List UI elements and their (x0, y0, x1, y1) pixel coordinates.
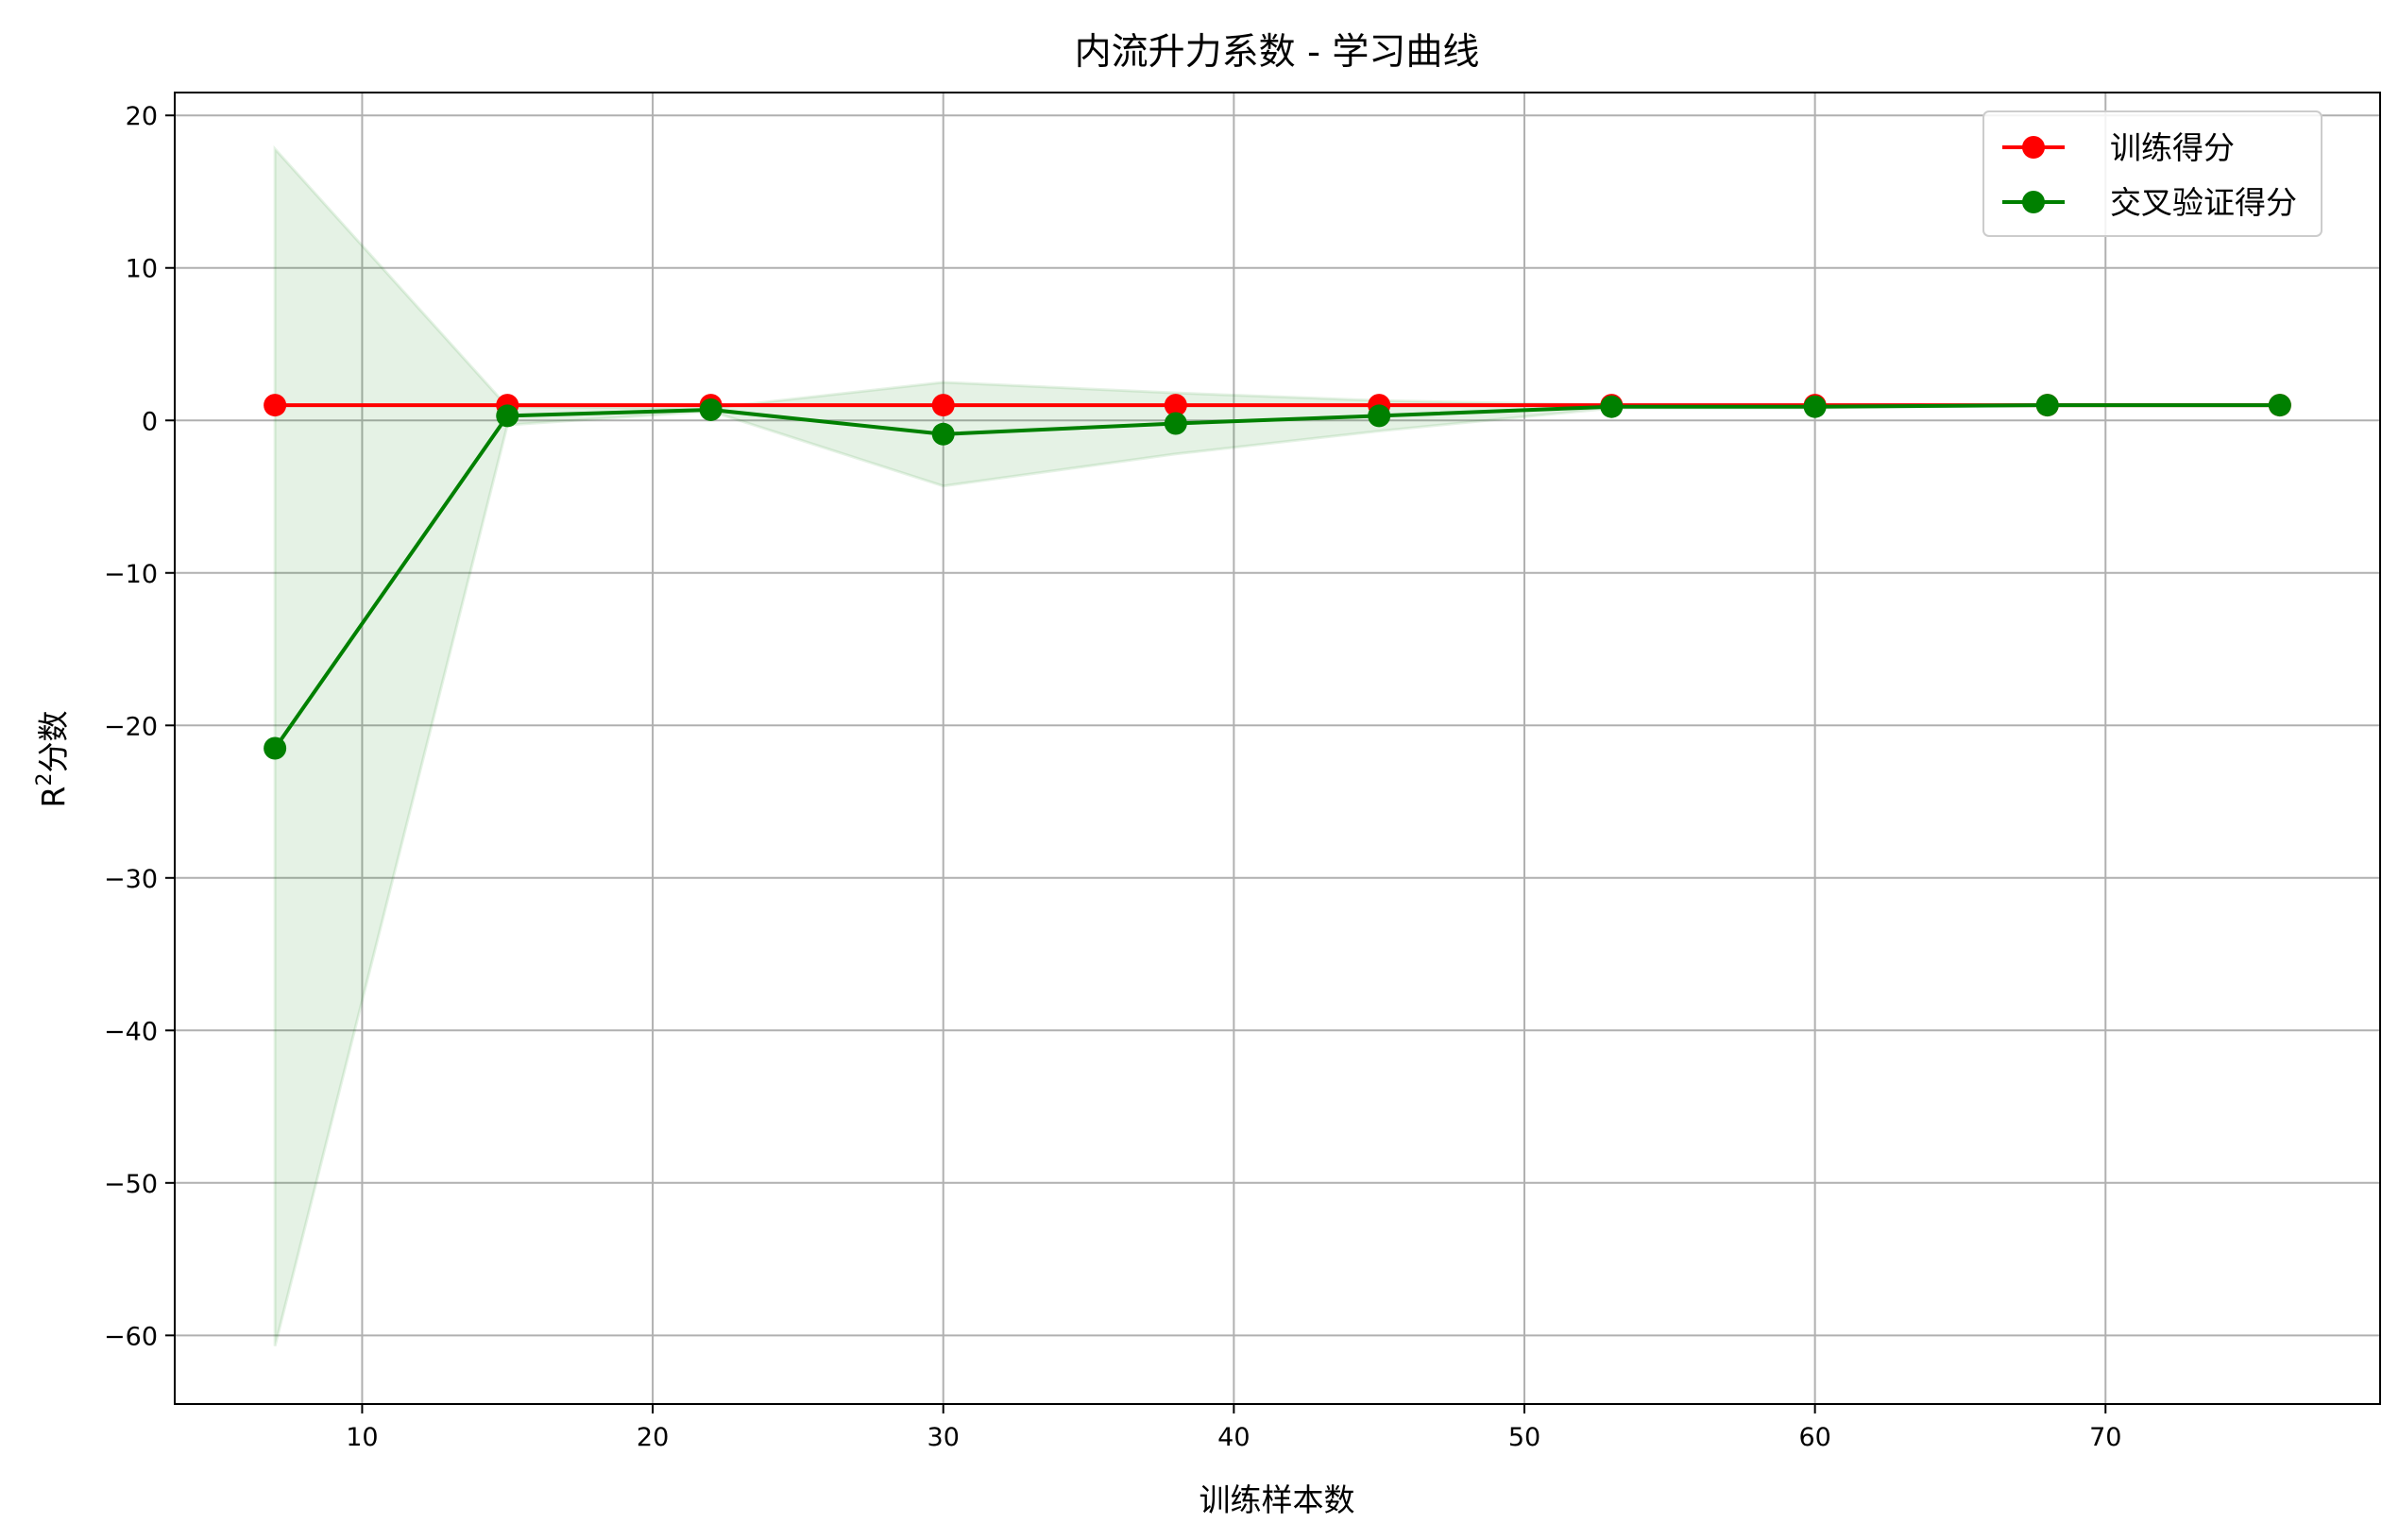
series-1-point (931, 422, 955, 446)
series-1-point (1803, 395, 1827, 418)
y-tick-label: −40 (104, 1017, 158, 1046)
series-0-point (264, 394, 287, 417)
y-axis-label-rest: 分数 (35, 711, 72, 773)
legend-train-label: 训练得分 (2110, 129, 2235, 166)
x-tick-label: 10 (346, 1423, 378, 1452)
series-1-point (2035, 394, 2059, 417)
series-1-point (2268, 394, 2291, 417)
y-tick-label: −20 (104, 712, 158, 741)
x-axis-label: 训练样本数 (1200, 1481, 1355, 1518)
y-tick-label: 10 (126, 255, 158, 284)
series-0-point (931, 394, 955, 417)
x-tick-label: 60 (1798, 1423, 1830, 1452)
y-axis-label-base: R (35, 787, 72, 808)
series-1-point (264, 736, 287, 760)
legend-cv-marker (2022, 191, 2045, 213)
y-tick-label: −60 (104, 1322, 158, 1351)
y-tick-label: 20 (126, 102, 158, 131)
data-series (264, 394, 2291, 760)
legend: 训练得分 交叉验证得分 (1982, 110, 2322, 237)
legend-cv-label: 交叉验证得分 (2110, 184, 2297, 221)
x-tick-label: 70 (2089, 1423, 2121, 1452)
series-1-point (1164, 412, 1187, 435)
series-1-std-band (273, 144, 2280, 1346)
chart-title: 内流升力系数 - 学习曲线 (1075, 31, 1480, 74)
y-axis-label: R2分数 (33, 711, 72, 808)
x-axis-ticks: 10 20 30 40 50 60 70 (346, 1404, 2121, 1452)
y-axis-label-superscript: 2 (33, 773, 57, 787)
y-tick-label: −30 (104, 865, 158, 894)
x-tick-label: 30 (927, 1423, 960, 1452)
plot-area-frame (174, 92, 2381, 1405)
grid-lines (175, 93, 2380, 1404)
y-tick-label: −50 (104, 1170, 158, 1199)
series-1-point (496, 404, 519, 428)
x-tick-label: 20 (637, 1423, 669, 1452)
y-tick-label: −10 (104, 560, 158, 589)
series-1-point (699, 398, 723, 421)
x-tick-label: 40 (1217, 1423, 1250, 1452)
y-axis-ticks: 20 10 0 −10 −20 −30 −40 −50 −60 (104, 102, 175, 1351)
series-1-line (273, 403, 2280, 750)
series-0-point (1164, 394, 1187, 417)
confidence-bands (273, 144, 2280, 1346)
legend-train-marker (2022, 136, 2045, 159)
legend-box (1982, 110, 2322, 237)
y-tick-label: 0 (142, 407, 158, 436)
x-tick-label: 50 (1508, 1423, 1540, 1452)
series-1-point (1600, 395, 1624, 418)
series-1-point (1368, 404, 1391, 428)
